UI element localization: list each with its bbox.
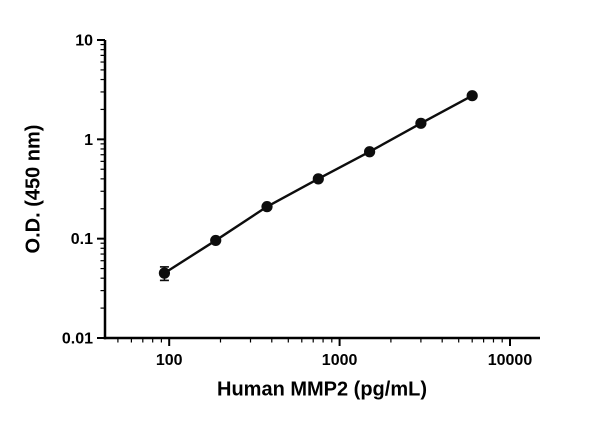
data-point <box>466 90 478 102</box>
y-tick-label: 1 <box>84 132 93 149</box>
x-tick-label: 100 <box>156 352 183 369</box>
y-tick-label: 0.1 <box>71 231 93 248</box>
y-tick-label: 0.01 <box>62 331 93 348</box>
y-axis-title: O.D. (450 nm) <box>22 124 45 254</box>
x-axis-title: Human MMP2 (pg/mL) <box>217 378 427 401</box>
x-tick-label: 10000 <box>488 352 533 369</box>
data-point <box>210 234 222 247</box>
data-point <box>364 146 376 158</box>
data-point <box>261 201 273 213</box>
y-tick-label: 10 <box>75 33 93 50</box>
data-point <box>312 173 324 185</box>
data-point <box>158 267 171 279</box>
data-point <box>415 117 427 129</box>
x-tick-label: 1000 <box>322 352 358 369</box>
